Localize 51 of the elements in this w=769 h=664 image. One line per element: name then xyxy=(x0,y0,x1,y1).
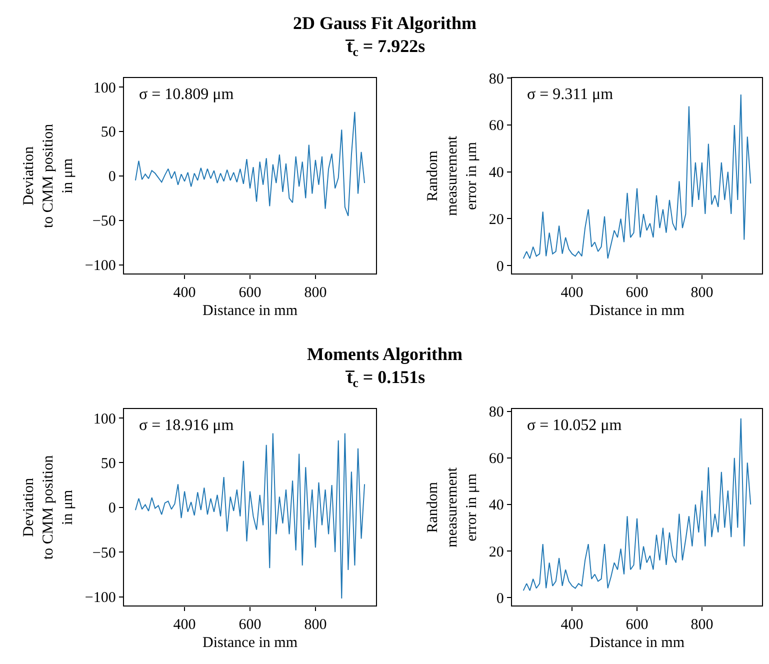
y-tick-label: −100 xyxy=(84,590,116,606)
chart-subtitle: t̅$_{c}$ = 7.922s xyxy=(345,36,426,59)
annotation: σ = 18.916 μm xyxy=(139,417,234,434)
x-tick-label: 600 xyxy=(238,616,262,633)
annotation: σ = 9.311 μm xyxy=(527,86,614,103)
y-axis-title: Deviation to CMM position in μm xyxy=(21,123,76,228)
y-axis-title: Deviation to CMM position in μm xyxy=(21,454,76,560)
y-tick-label: 60 xyxy=(488,118,504,134)
y-tick-label: 80 xyxy=(488,404,504,421)
x-axis-title: Distance in mm xyxy=(590,302,685,319)
y-tick-label: −50 xyxy=(92,545,116,562)
x-axis-title: Distance in mm xyxy=(202,634,298,651)
x-tick-label: 800 xyxy=(304,284,327,301)
y-tick-label: 50 xyxy=(100,456,116,472)
y-tick-label: 0 xyxy=(496,258,504,275)
y-tick-label: 100 xyxy=(93,80,116,96)
y-tick-label: −50 xyxy=(92,214,116,230)
y-axis-title: Random measurement error in μm xyxy=(425,135,480,216)
y-tick-label: 20 xyxy=(488,544,504,560)
y-tick-label: 80 xyxy=(488,71,504,88)
y-tick-label: 0 xyxy=(496,590,504,607)
annotation: σ = 10.809 μm xyxy=(139,86,234,103)
x-axis-title: Distance in mm xyxy=(590,634,685,651)
y-tick-label: 40 xyxy=(488,498,504,514)
line-series xyxy=(134,432,366,600)
chart-subtitle: t̅$_{c}$ = 0.151s xyxy=(345,367,426,390)
x-tick-label: 400 xyxy=(173,284,196,301)
y-tick-label: −100 xyxy=(84,258,116,274)
x-tick-label: 800 xyxy=(690,284,714,301)
x-tick-label: 400 xyxy=(173,616,196,633)
x-tick-label: 400 xyxy=(560,284,584,301)
y-tick-label: 20 xyxy=(488,212,504,228)
y-tick-label: 40 xyxy=(488,165,504,182)
x-tick-label: 400 xyxy=(560,616,584,633)
y-tick-label: 0 xyxy=(108,500,116,517)
y-tick-label: 0 xyxy=(108,169,116,186)
y-axis-title: Random measurement error in μm xyxy=(425,466,480,548)
x-tick-label: 800 xyxy=(304,616,327,633)
chart-title: 2D Gauss Fit Algorithm xyxy=(293,13,477,33)
x-tick-label: 600 xyxy=(238,284,262,301)
x-tick-label: 800 xyxy=(690,616,714,633)
line-series xyxy=(134,111,366,216)
y-tick-label: 50 xyxy=(100,124,116,141)
x-tick-label: 600 xyxy=(626,616,648,633)
chart-title: Moments Algorithm xyxy=(307,344,462,364)
x-axis-title: Distance in mm xyxy=(202,302,298,319)
y-tick-label: 100 xyxy=(93,411,116,428)
line-series xyxy=(522,418,752,592)
annotation: σ = 10.052 μm xyxy=(527,417,622,434)
y-tick-label: 60 xyxy=(488,451,504,468)
x-tick-label: 600 xyxy=(626,284,648,301)
